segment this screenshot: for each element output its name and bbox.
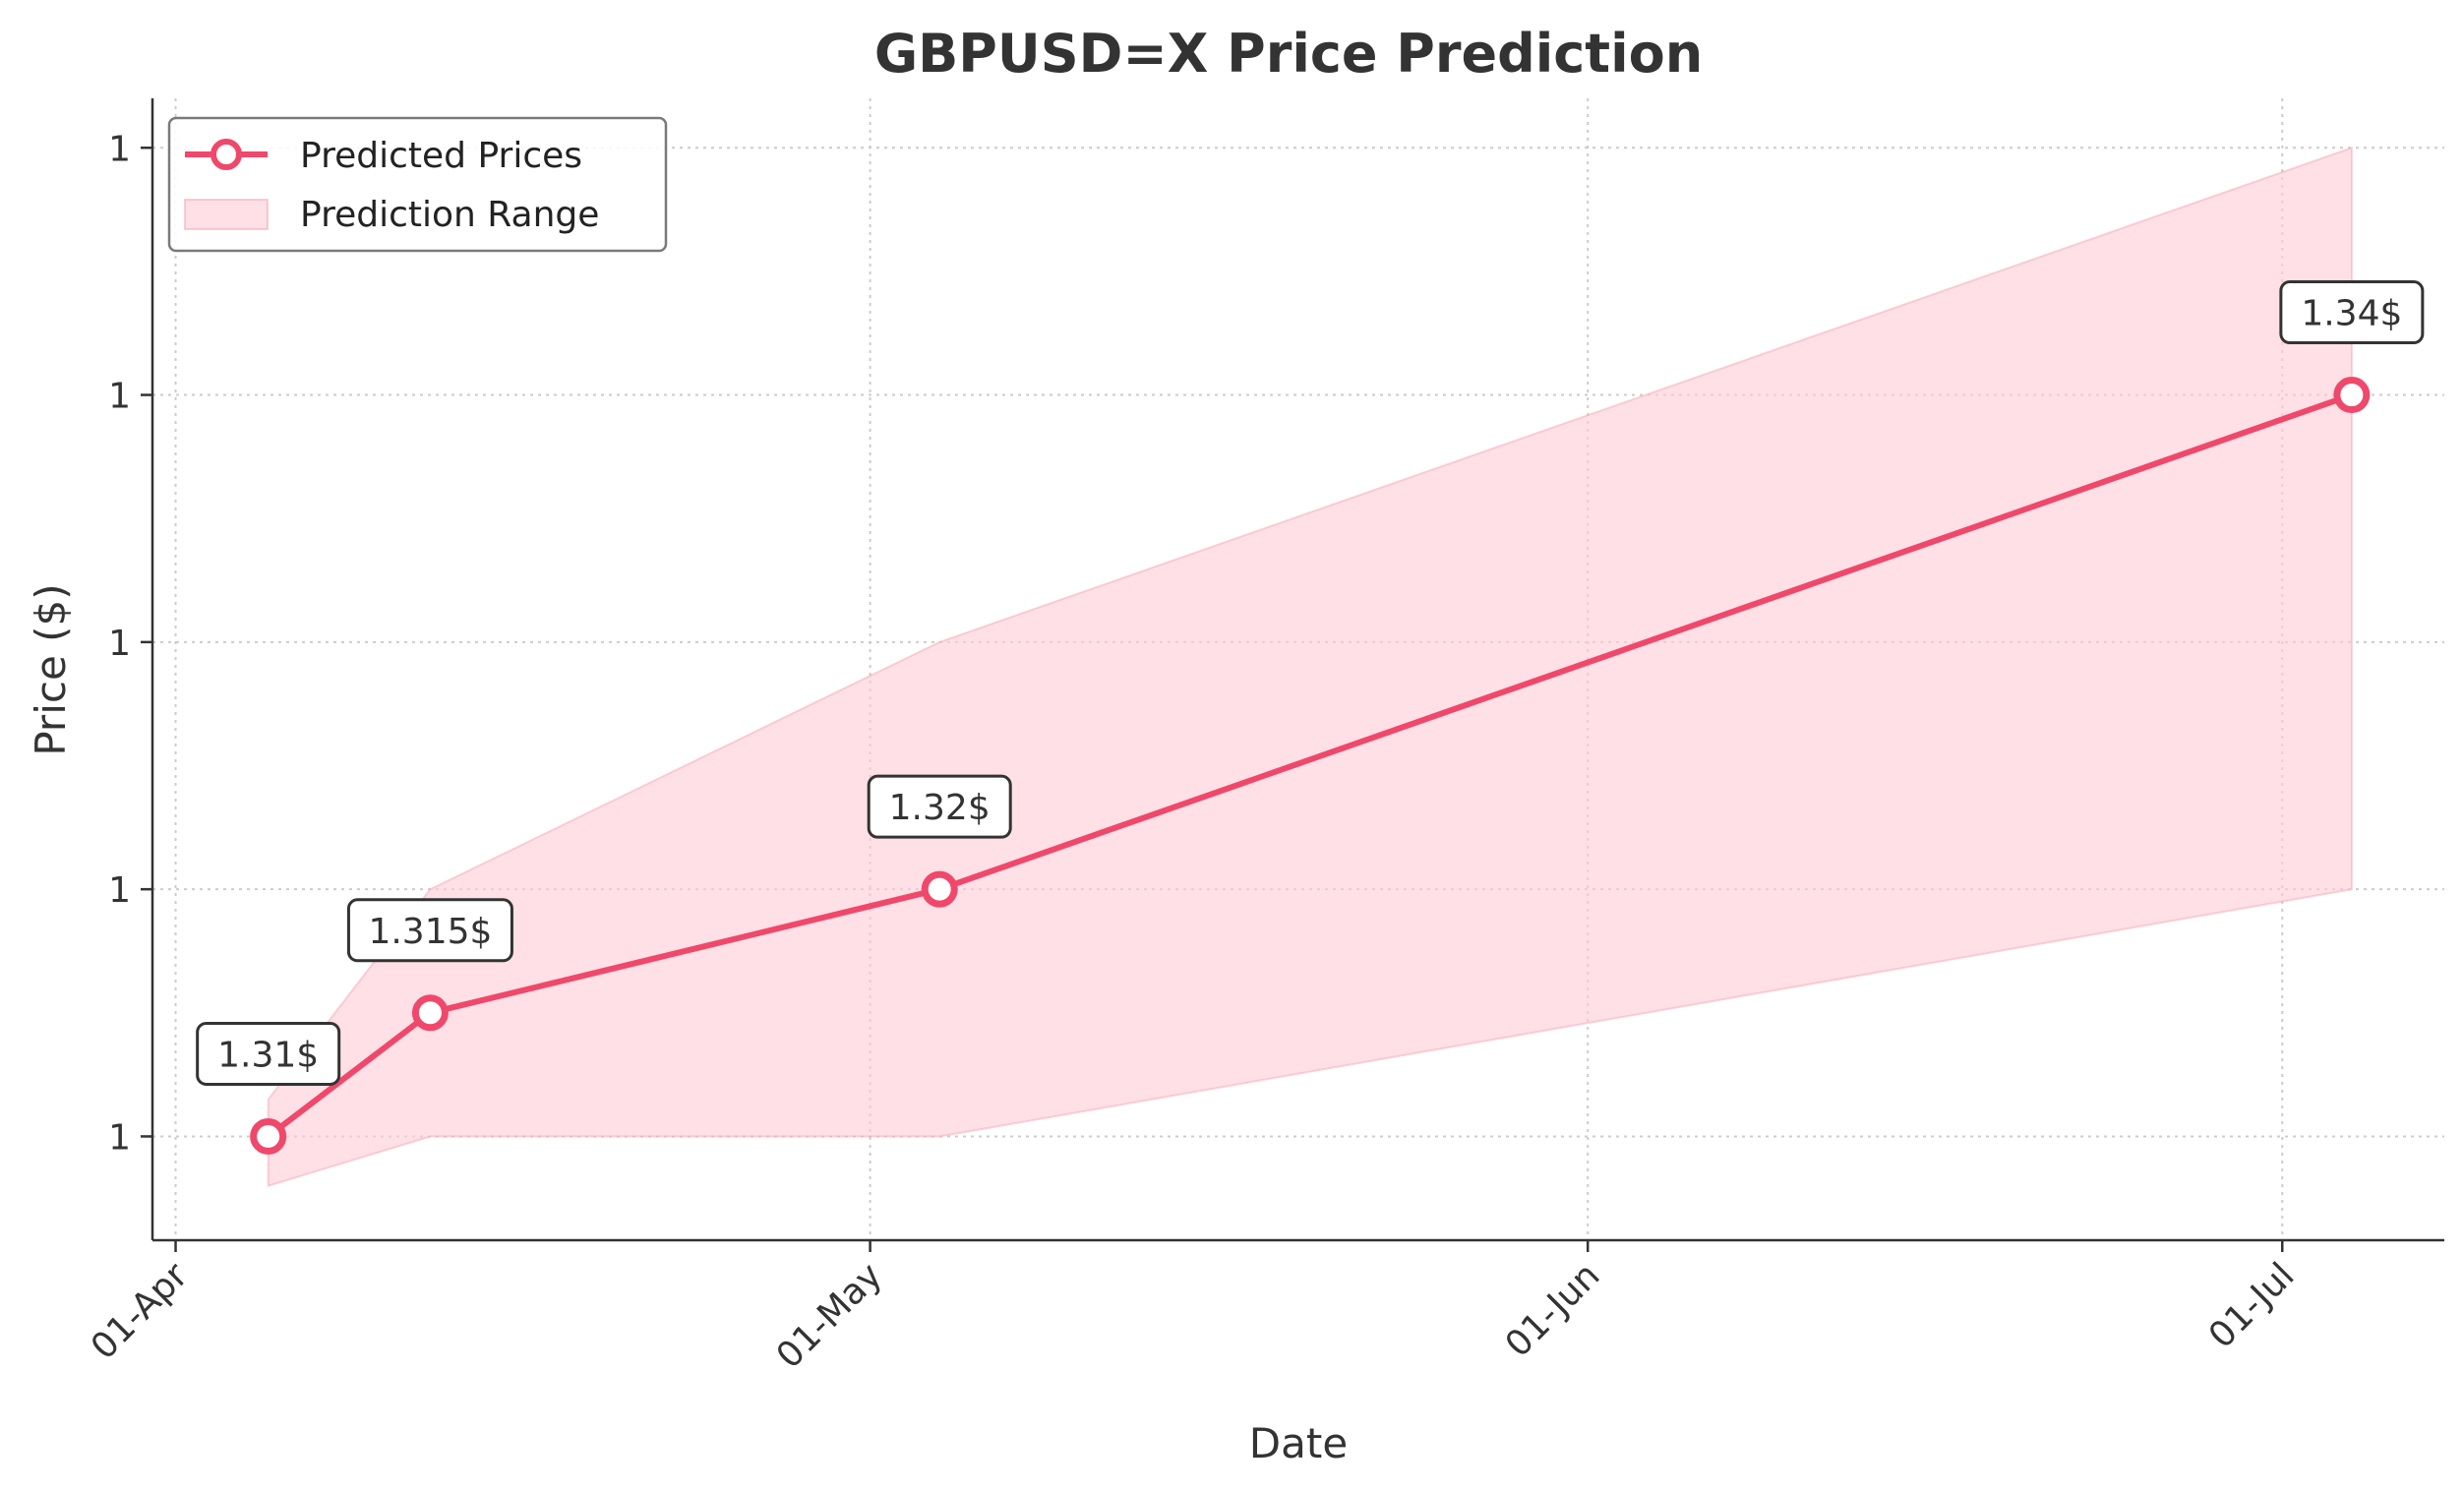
data-label: 1.31$	[217, 1035, 319, 1075]
x-axis-label: Date	[1249, 1419, 1348, 1467]
legend-marker-swatch	[210, 139, 242, 170]
y-axis-label: Price ($)	[27, 583, 75, 755]
predicted-prices-line	[266, 391, 2353, 1139]
data-label-box	[196, 1021, 341, 1086]
data-point	[2333, 377, 2371, 414]
data-label-box	[2279, 280, 2425, 345]
data-point	[411, 994, 449, 1032]
y-tick-label: 1	[108, 129, 131, 169]
data-point	[250, 1117, 287, 1155]
data-point	[921, 870, 958, 908]
legend-frame	[167, 116, 668, 253]
data-label: 1.34$	[2301, 294, 2402, 334]
predicted-prices-series	[250, 377, 2371, 1155]
legend-label-predicted: Predicted Prices	[300, 136, 582, 176]
y-tick-label: 1	[108, 377, 131, 417]
data-label: 1.32$	[889, 788, 991, 828]
data-label-box	[867, 774, 1012, 839]
legend: Predicted Prices Prediction Range	[167, 116, 668, 253]
legend-label-range: Prediction Range	[300, 195, 599, 235]
data-label-box	[346, 898, 513, 963]
data-label: 1.315$	[368, 912, 492, 952]
data-labels: 1.31$ 1.315$ 1.32$ 1.34$	[196, 280, 2425, 1086]
chart-title: GBPUSD=X Price Prediction	[874, 23, 1703, 85]
y-tick-label: 1	[108, 870, 131, 911]
legend-range-swatch	[184, 199, 269, 230]
y-axis-ticks: 1 1 1 1 1	[108, 129, 152, 1158]
y-tick-label: 1	[108, 624, 131, 664]
y-tick-label: 1	[108, 1117, 131, 1158]
